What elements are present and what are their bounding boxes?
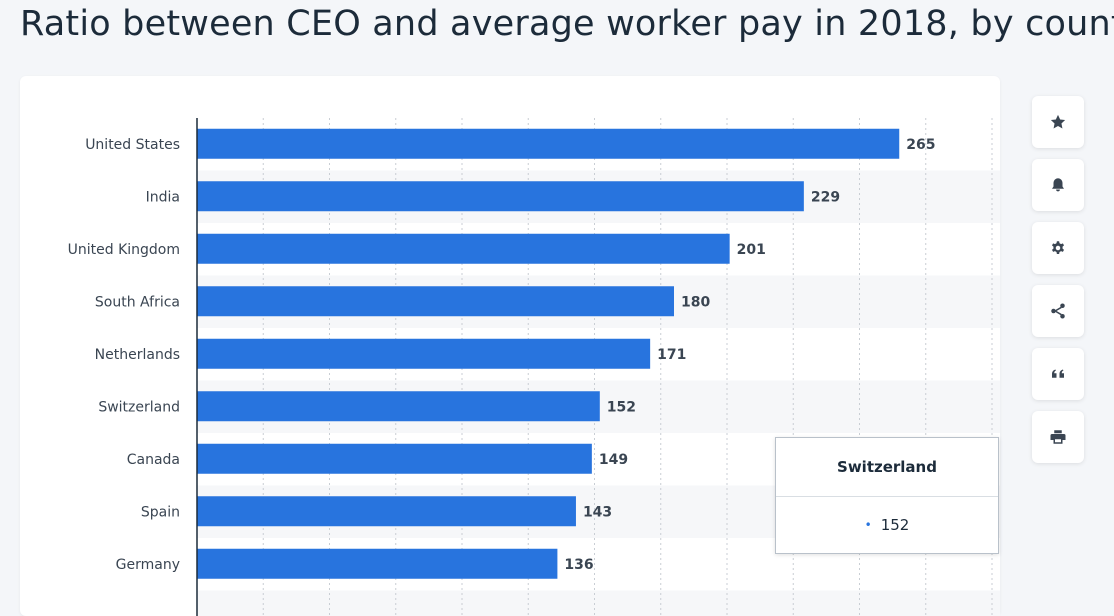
bar[interactable]	[197, 391, 600, 421]
value-label: 201	[737, 242, 766, 258]
chart-tooltip: Switzerland • 152	[775, 437, 999, 554]
category-label: Netherlands	[95, 347, 180, 363]
print-button[interactable]	[1032, 411, 1084, 463]
quote-icon	[1049, 365, 1067, 383]
category-label: United Kingdom	[68, 242, 180, 258]
value-label: 171	[657, 347, 686, 363]
category-label: South Africa	[95, 294, 180, 310]
bar[interactable]	[197, 234, 730, 264]
chart-toolbar	[1032, 96, 1084, 474]
category-label: Germany	[116, 557, 180, 573]
settings-button[interactable]	[1032, 222, 1084, 274]
category-label: Spain	[141, 504, 180, 520]
bar[interactable]	[197, 496, 576, 526]
row-stripe	[197, 591, 1000, 616]
bell-icon	[1049, 176, 1067, 194]
bar[interactable]	[197, 444, 592, 474]
value-label: 229	[811, 189, 840, 205]
category-label: Canada	[127, 452, 180, 468]
tooltip-series-dot: •	[865, 518, 872, 532]
tooltip-category: Switzerland	[776, 438, 998, 497]
tooltip-value-row: • 152	[776, 497, 998, 553]
share-icon	[1049, 302, 1067, 320]
print-icon	[1049, 428, 1067, 446]
page-title: Ratio between CEO and average worker pay…	[20, 4, 1114, 44]
value-label: 149	[599, 452, 628, 468]
favorite-button[interactable]	[1032, 96, 1084, 148]
category-label: India	[146, 189, 180, 205]
bar[interactable]	[197, 549, 557, 579]
value-label: 265	[906, 137, 935, 153]
category-label: Switzerland	[98, 399, 180, 415]
bar[interactable]	[197, 129, 899, 159]
bar[interactable]	[197, 181, 804, 211]
star-icon	[1049, 113, 1067, 131]
category-label: United States	[85, 137, 180, 153]
cite-button[interactable]	[1032, 348, 1084, 400]
tooltip-value: 152	[881, 516, 910, 534]
share-button[interactable]	[1032, 285, 1084, 337]
notification-button[interactable]	[1032, 159, 1084, 211]
bar[interactable]	[197, 286, 674, 316]
value-label: 136	[564, 557, 593, 573]
chart-card: United States India United Kingdom South Af…	[20, 76, 1000, 616]
gear-icon	[1049, 239, 1067, 257]
value-label: 143	[583, 504, 612, 520]
value-label: 152	[607, 399, 636, 415]
value-label: 180	[681, 294, 710, 310]
bar[interactable]	[197, 339, 650, 369]
